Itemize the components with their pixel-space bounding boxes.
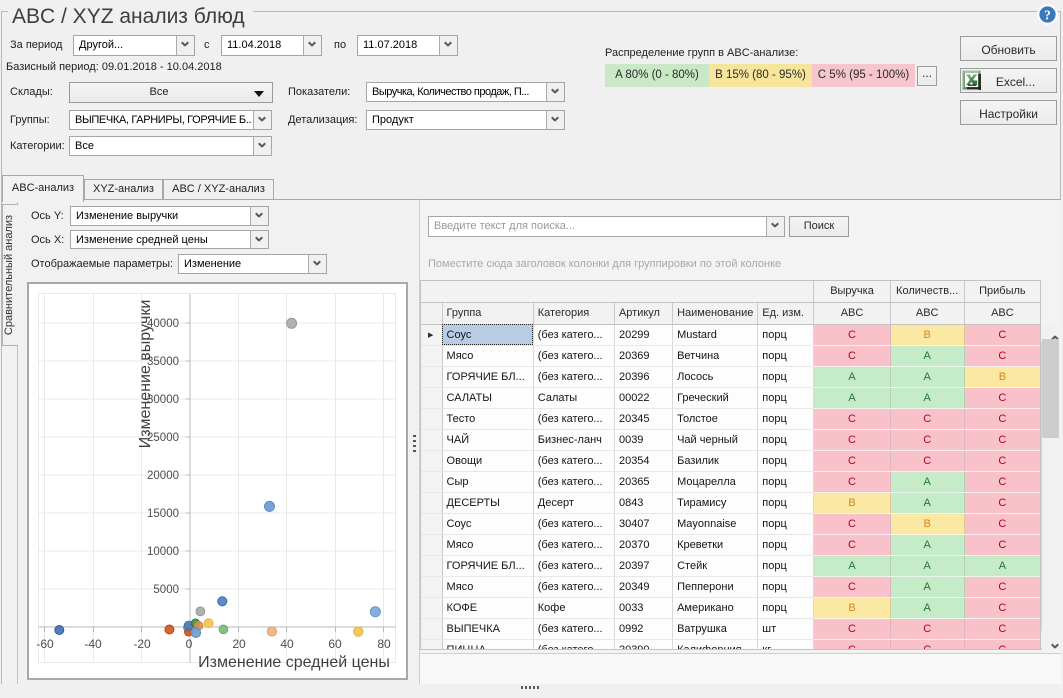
svg-text:25000: 25000 [147, 432, 179, 444]
svg-text:-20: -20 [133, 637, 151, 651]
svg-text:5000: 5000 [153, 584, 179, 596]
svg-text:15000: 15000 [147, 508, 179, 520]
svg-text:30000: 30000 [147, 394, 179, 406]
svg-text:20000: 20000 [147, 470, 179, 482]
svg-text:Изменение средней цены: Изменение средней цены [198, 654, 390, 671]
svg-text:80: 80 [377, 637, 391, 651]
svg-text:10000: 10000 [147, 546, 179, 558]
svg-text:-60: -60 [36, 637, 54, 651]
svg-text:35000: 35000 [147, 356, 179, 368]
svg-text:20: 20 [232, 637, 246, 651]
svg-text:?: ? [1044, 7, 1051, 22]
svg-text:40: 40 [280, 637, 294, 651]
svg-text:40000: 40000 [147, 318, 179, 330]
svg-text:-40: -40 [84, 637, 102, 651]
svg-text:60: 60 [328, 637, 342, 651]
svg-text:Изменение выручки: Изменение выручки [137, 300, 154, 449]
svg-text:0: 0 [186, 637, 193, 651]
